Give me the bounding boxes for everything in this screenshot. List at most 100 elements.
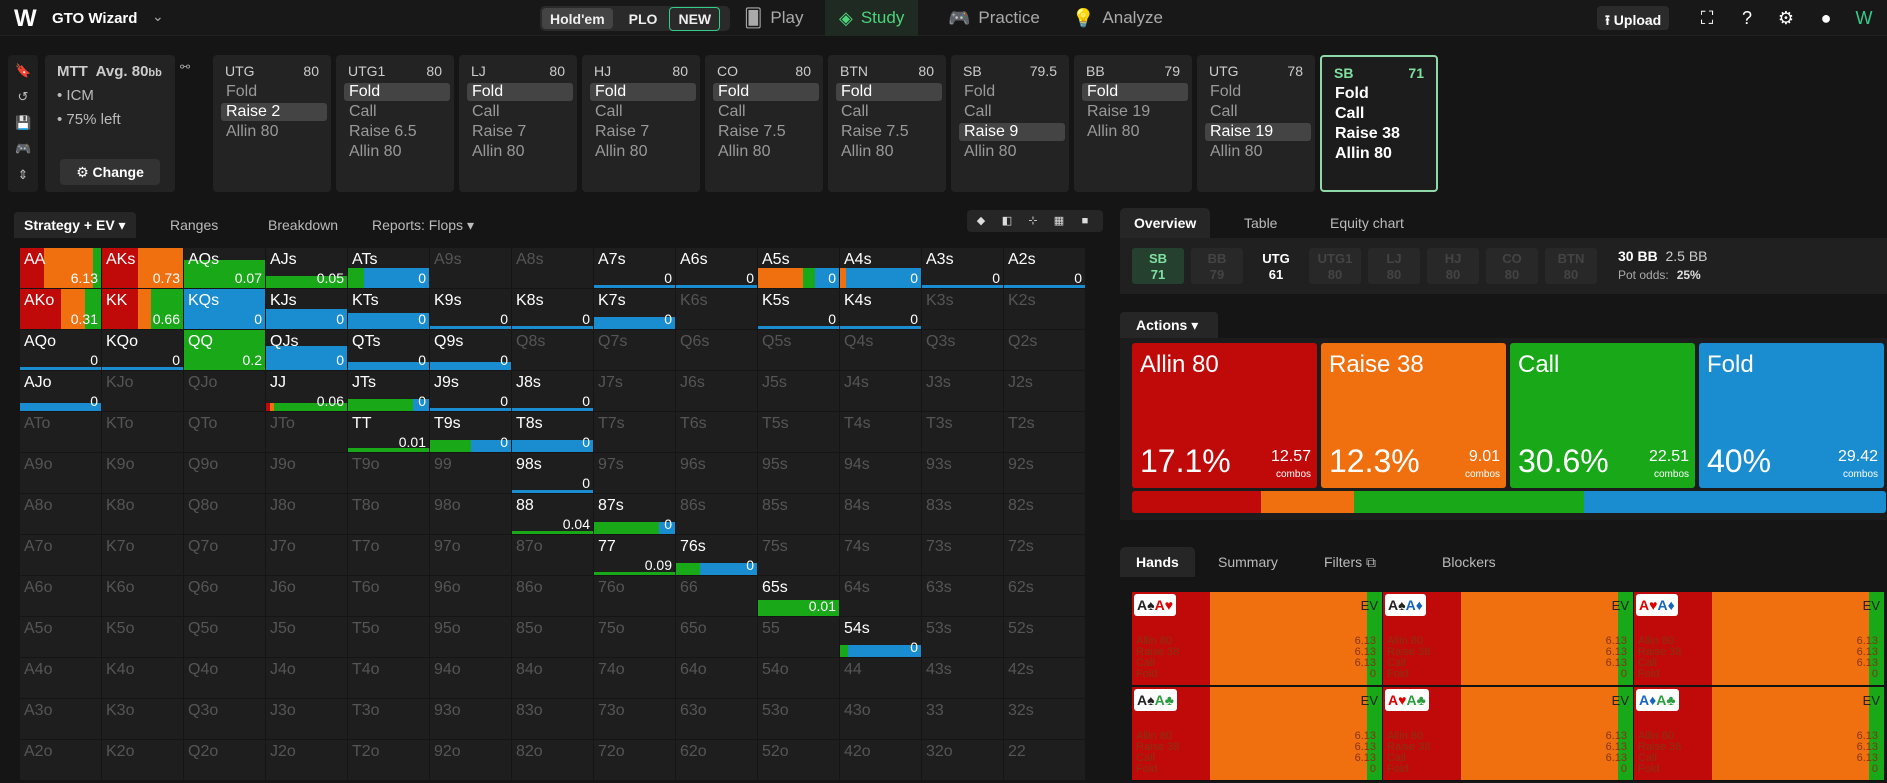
mini-position-bb[interactable]: BB 79 [1191, 248, 1243, 284]
tab-blockers[interactable]: Blockers [1442, 554, 1496, 570]
position-action[interactable]: Call [472, 103, 500, 120]
hand-cell[interactable]: QQ 0.2 [184, 330, 265, 370]
position-card-btn[interactable]: BTN 80 Fold Call Raise 7.5 Allin 80 [828, 55, 946, 192]
position-action[interactable]: Allin 80 [1087, 123, 1140, 140]
change-button[interactable]: ⚙ Change [60, 159, 160, 185]
hand-cell[interactable]: J4s [840, 371, 921, 411]
hand-cell[interactable]: J6s [676, 371, 757, 411]
hand-cell[interactable]: AA 6.13 [20, 248, 101, 288]
hand-cell[interactable]: A2s 0 [1004, 248, 1085, 288]
mini-position-hj[interactable]: HJ 80 [1427, 248, 1479, 284]
position-action[interactable]: Raise 6.5 [349, 123, 417, 140]
hand-cell[interactable]: T5s [758, 412, 839, 452]
hand-cell[interactable]: KK 0.66 [102, 289, 183, 329]
hand-cell[interactable]: A6o [20, 576, 101, 616]
hand-cell[interactable]: 32s [1004, 699, 1085, 739]
hand-cell[interactable]: J8o [266, 494, 347, 534]
hand-cell[interactable]: K2s [1004, 289, 1085, 329]
hand-cell[interactable]: KTo [102, 412, 183, 452]
hand-cell[interactable]: 87s 0 [594, 494, 675, 534]
mini-position-co[interactable]: CO 80 [1486, 248, 1538, 284]
position-action[interactable]: Allin 80 [718, 143, 771, 160]
hand-cell[interactable]: ATo [20, 412, 101, 452]
hand-cell[interactable]: Q2o [184, 740, 265, 780]
hand-cell[interactable]: A8o [20, 494, 101, 534]
hand-cell[interactable]: 42s [1004, 658, 1085, 698]
hand-cell[interactable]: J3o [266, 699, 347, 739]
hand-cell[interactable]: Q9s 0 [430, 330, 511, 370]
hand-cell[interactable]: T7s [594, 412, 675, 452]
hand-cell[interactable]: K3s [922, 289, 1003, 329]
hand-cell[interactable]: 76o [594, 576, 675, 616]
hand-cell[interactable]: QTo [184, 412, 265, 452]
position-action[interactable]: Allin 80 [595, 143, 648, 160]
position-action[interactable]: Fold [1082, 83, 1188, 101]
hand-cell[interactable]: K4o [102, 658, 183, 698]
hand-cell[interactable]: 94o [430, 658, 511, 698]
hand-cell[interactable]: T3o [348, 699, 429, 739]
hand-cell[interactable]: 93o [430, 699, 511, 739]
hand-cell[interactable]: 43o [840, 699, 921, 739]
hand-cell[interactable]: 54s 0 [840, 617, 921, 657]
position-action[interactable]: Call [841, 103, 869, 120]
hand-cell[interactable]: A4o [20, 658, 101, 698]
hand-cell[interactable]: K9s 0 [430, 289, 511, 329]
hand-cell[interactable]: Q7o [184, 535, 265, 575]
hand-cell[interactable]: 95o [430, 617, 511, 657]
hand-cell[interactable]: KTs 0 [348, 289, 429, 329]
hand-cell[interactable]: T9o [348, 453, 429, 493]
hand-cell[interactable]: T3s [922, 412, 1003, 452]
hand-cell[interactable]: KQo 0 [102, 330, 183, 370]
position-action[interactable]: Allin 80 [841, 143, 894, 160]
cube-icon[interactable]: ◆ [976, 215, 986, 227]
hand-cell[interactable]: T8s 0 [512, 412, 593, 452]
actions-dropdown[interactable]: Actions ▾ [1120, 312, 1218, 338]
hand-combo-card[interactable]: A♥A♣ EV Allin 80 6.13 Raise 38 6.13 Call 6.13 Fo… [1383, 687, 1633, 781]
hand-cell[interactable]: Q3s [922, 330, 1003, 370]
hand-cell[interactable]: T8o [348, 494, 429, 534]
action-card-fold[interactable]: Fold 40% 29.42 combos [1699, 343, 1884, 488]
hand-cell[interactable]: QJo [184, 371, 265, 411]
upload-button[interactable]: ⭱ Upload [1597, 6, 1670, 30]
hand-cell[interactable]: 63s [922, 576, 1003, 616]
hand-cell[interactable]: 92s [1004, 453, 1085, 493]
hand-cell[interactable]: T9s 0 [430, 412, 511, 452]
position-card-co[interactable]: CO 80 Fold Call Raise 7.5 Allin 80 [705, 55, 823, 192]
hand-cell[interactable]: J3s [922, 371, 1003, 411]
hand-cell[interactable]: T2s [1004, 412, 1085, 452]
hand-combo-card[interactable]: A♦A♣ EV Allin 80 6.13 Raise 38 6.13 Call 6.13 Fo… [1634, 687, 1884, 781]
hand-cell[interactable]: K8o [102, 494, 183, 534]
tab-filters[interactable]: Filters ⧉ [1308, 547, 1392, 577]
hand-cell[interactable]: JTo [266, 412, 347, 452]
nav-play[interactable]: 🂠 Play [730, 0, 818, 36]
position-action[interactable]: Raise 2 [221, 103, 327, 121]
hand-cell[interactable]: 87o [512, 535, 593, 575]
mini-position-utg1[interactable]: UTG1 80 [1309, 248, 1361, 284]
hand-cell[interactable]: 66 [676, 576, 757, 616]
game-holdem-button[interactable]: Hold'em [542, 8, 613, 29]
hand-cell[interactable]: Q4o [184, 658, 265, 698]
hand-cell[interactable]: 85s [758, 494, 839, 534]
hand-cell[interactable]: 99 [430, 453, 511, 493]
position-action[interactable]: Raise 19 [1205, 123, 1311, 141]
hand-cell[interactable]: 82o [512, 740, 593, 780]
hand-cell[interactable]: 74s [840, 535, 921, 575]
hand-cell[interactable]: KJo [102, 371, 183, 411]
hand-cell[interactable]: KQs 0 [184, 289, 265, 329]
hand-cell[interactable]: A5o [20, 617, 101, 657]
position-card-sb[interactable]: SB 79.5 Fold Call Raise 9 Allin 80 [951, 55, 1069, 192]
position-action[interactable]: Fold [836, 83, 942, 101]
hand-cell[interactable]: 83o [512, 699, 593, 739]
hand-cell[interactable]: Q5s [758, 330, 839, 370]
position-card-lj[interactable]: LJ 80 Fold Call Raise 7 Allin 80 [459, 55, 577, 192]
tab-reports-flops[interactable]: Reports: Flops ▾ [362, 212, 484, 238]
hand-cell[interactable]: 75o [594, 617, 675, 657]
hand-cell[interactable]: T2o [348, 740, 429, 780]
hand-cell[interactable]: 54o [758, 658, 839, 698]
hand-cell[interactable]: 62s [1004, 576, 1085, 616]
position-action[interactable]: Raise 9 [959, 123, 1065, 141]
collapse-icon[interactable]: ⇕ [17, 167, 29, 182]
hand-cell[interactable]: 43s [922, 658, 1003, 698]
mini-position-utg[interactable]: UTG 61 [1250, 248, 1302, 284]
hand-cell[interactable]: K9o [102, 453, 183, 493]
